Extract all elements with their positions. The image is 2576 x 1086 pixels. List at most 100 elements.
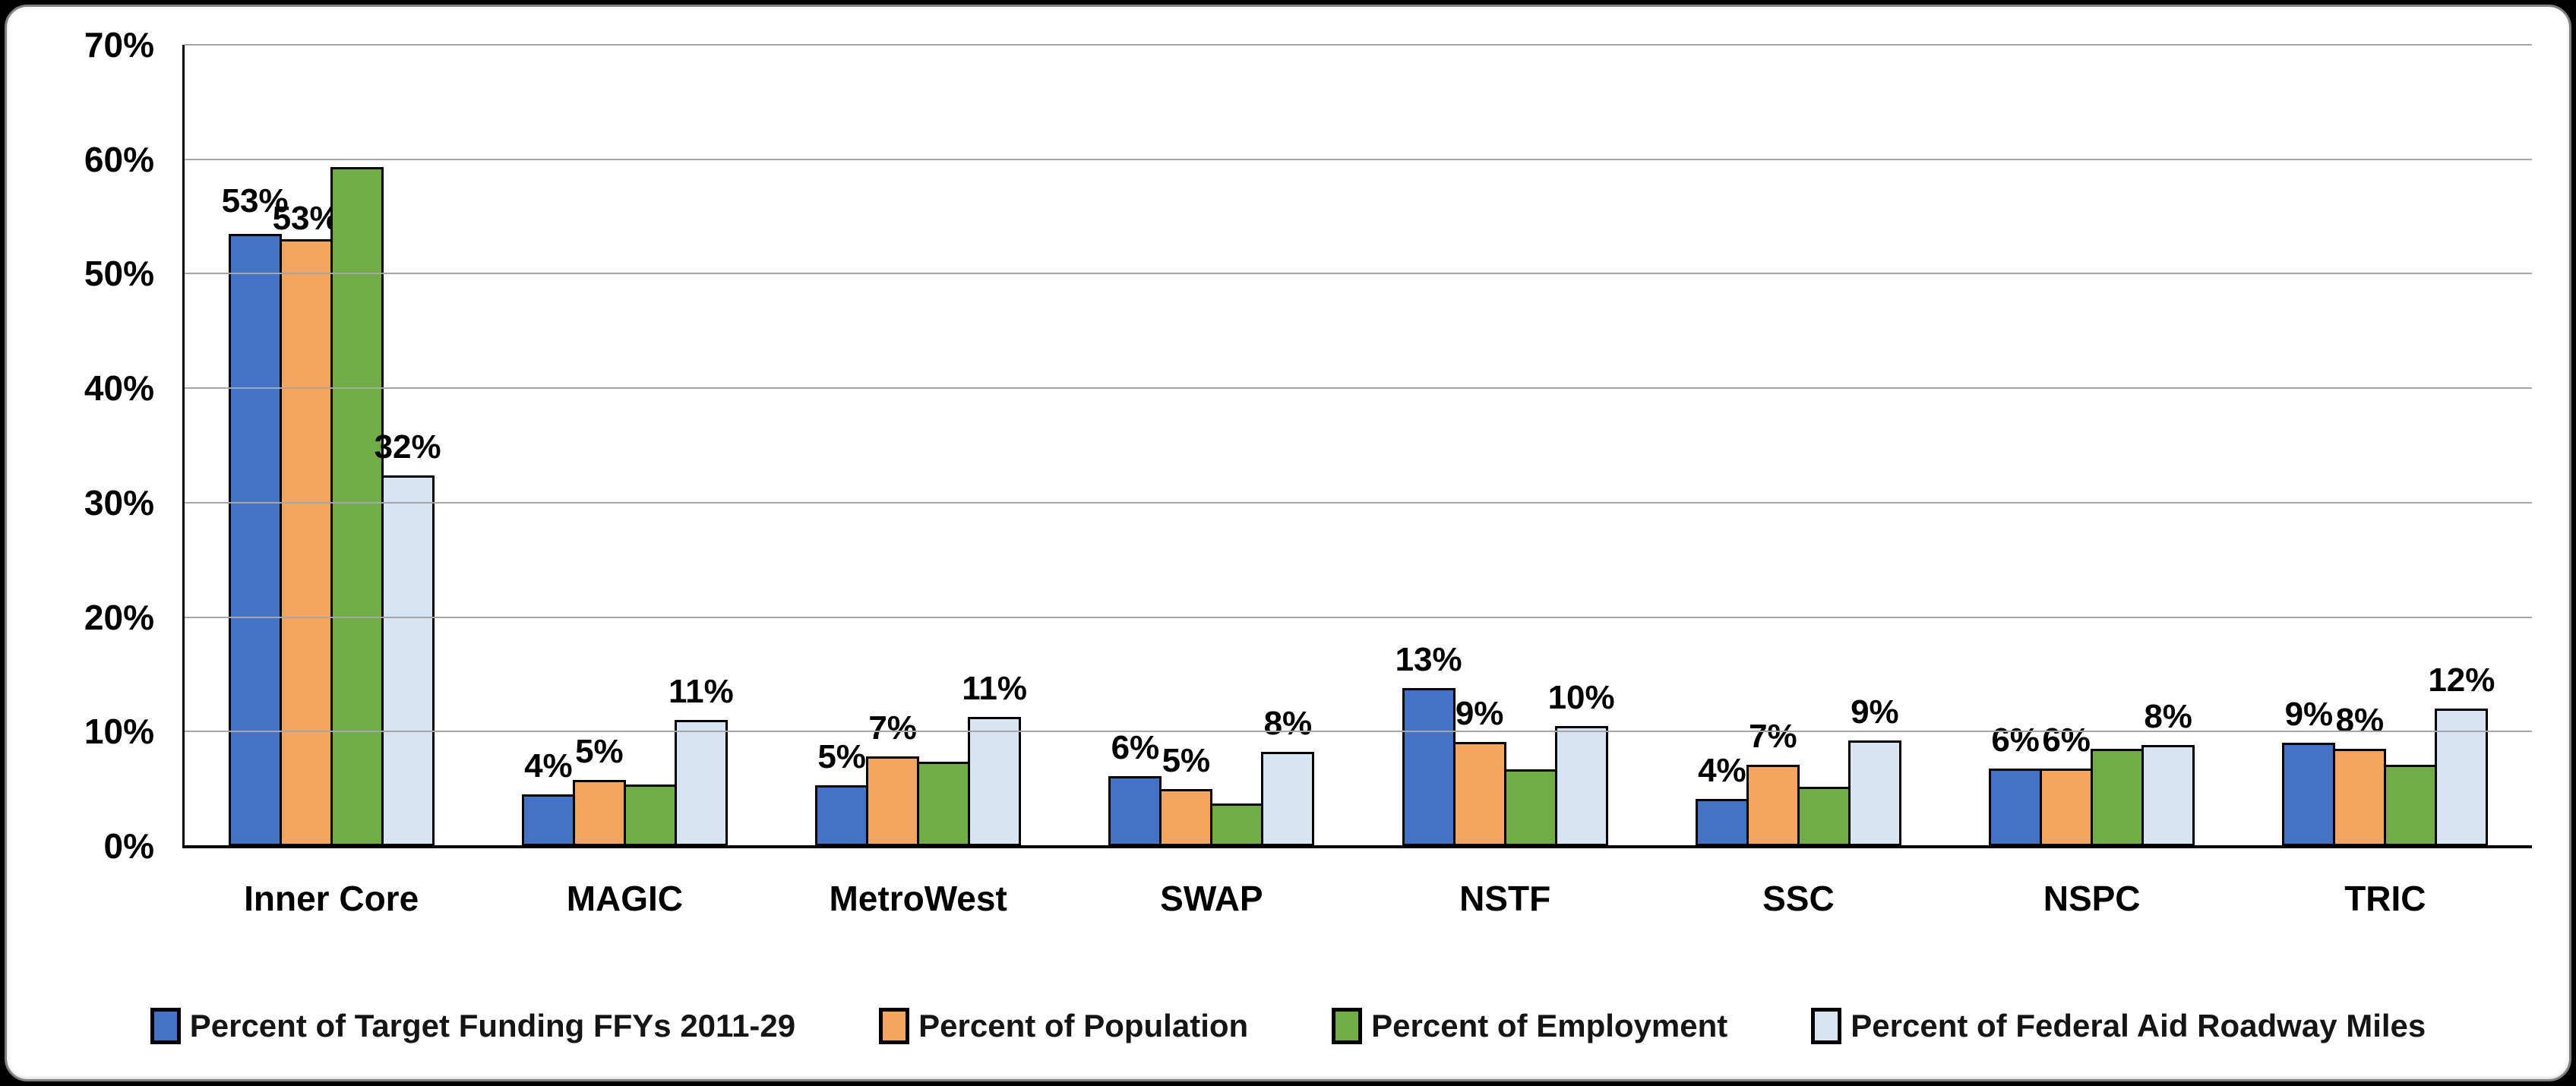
bar: 8%: [2141, 700, 2195, 846]
bar-data-label: 4%: [1698, 752, 1746, 790]
y-axis-tick-label: 60%: [84, 139, 154, 179]
legend-item: Percent of Target Funding FFYs 2011-29: [150, 1008, 795, 1044]
bar-data-label: 8%: [2144, 698, 2192, 736]
gridline-60%: [185, 158, 2532, 160]
y-axis-line: [182, 45, 185, 846]
y-axis-tick-label: 70%: [84, 25, 154, 65]
bar: 32%: [375, 430, 441, 846]
category-label: NSPC: [2043, 879, 2141, 918]
bar-data-label: 12%: [2428, 661, 2495, 699]
bar: 5%: [815, 740, 869, 846]
bar-data-label: 6%: [1111, 729, 1160, 767]
bar: 11%: [668, 675, 734, 846]
bar: 11%: [962, 671, 1027, 846]
bar-data-label: 11%: [962, 669, 1027, 707]
bar: [330, 167, 384, 846]
bar-data-label: 8%: [2335, 701, 2385, 739]
gridline-50%: [185, 273, 2532, 275]
gridline-20%: [185, 616, 2532, 618]
legend-swatch-icon: [1332, 1008, 1363, 1044]
bar-data-label: 7%: [1749, 718, 1797, 756]
category-label: SWAP: [1160, 879, 1263, 918]
category-label: MAGIC: [566, 879, 684, 918]
bar: 53%: [222, 184, 289, 846]
bar: 10%: [1548, 680, 1615, 846]
bar: 12%: [2428, 664, 2495, 846]
y-axis-tick-label: 50%: [84, 254, 154, 294]
bar-data-label: 11%: [668, 673, 734, 711]
y-axis-tick-label: 10%: [84, 712, 154, 752]
category-label: SSC: [1762, 879, 1835, 918]
bar: [1797, 786, 1851, 846]
bar: 9%: [1452, 696, 1506, 846]
bar: 7%: [866, 712, 920, 846]
y-axis-tick-label: 30%: [84, 482, 154, 522]
bar: 4%: [521, 750, 575, 846]
bar: 6%: [1108, 731, 1162, 846]
bar: [2091, 748, 2145, 846]
bar-data-label: 6%: [2042, 721, 2091, 759]
category-label: TRIC: [2344, 879, 2426, 918]
bar-group-SWAP: 6% 5% 8% SWAP: [1065, 45, 1358, 918]
bar-group-SSC: 4% 7% 9% SSC: [1651, 45, 1945, 918]
bar-data-label: 9%: [1851, 693, 1899, 731]
bar-data-label: 10%: [1547, 678, 1615, 716]
bar: 6%: [1989, 723, 2043, 846]
legend-label: Percent of Employment: [1371, 1008, 1728, 1043]
bar: 5%: [572, 734, 626, 846]
bar-data-label: 4%: [524, 747, 573, 785]
bar-data-label: 6%: [1991, 721, 2040, 759]
category-label: MetroWest: [829, 879, 1007, 918]
bar: 13%: [1395, 643, 1462, 846]
bar-group-TRIC: 9% 8% 12% TRIC: [2239, 45, 2532, 918]
bar: 8%: [2333, 703, 2387, 846]
category-label: Inner Core: [244, 879, 419, 918]
legend: Percent of Target Funding FFYs 2011-29 Pe…: [7, 1008, 2569, 1044]
gridline-40%: [185, 387, 2532, 390]
bar: 9%: [1847, 696, 1901, 846]
bar: 5%: [1159, 743, 1213, 846]
legend-item: Percent of Population: [879, 1008, 1248, 1044]
bar-data-label: 8%: [1263, 705, 1313, 743]
chart-card: 53% 53% 32% Inner Core 4% 5% 11% MAGIC 5% 7% 11% Me…: [5, 5, 2571, 1081]
bar-data-label: 9%: [1455, 694, 1504, 732]
bar-group-NSPC: 6% 6% 8% NSPC: [1945, 45, 2239, 918]
bar: 53%: [273, 202, 340, 846]
legend-swatch-icon: [1811, 1008, 1842, 1044]
bar-group-Inner Core: 53% 53% 32% Inner Core: [185, 45, 478, 918]
bar-data-label: 53%: [221, 182, 289, 219]
bar-group-MetroWest: 5% 7% 11% MetroWest: [772, 45, 1065, 918]
bar-group-MAGIC: 4% 5% 11% MAGIC: [478, 45, 771, 918]
bar: 7%: [1746, 720, 1800, 846]
category-label: NSTF: [1459, 879, 1551, 918]
bar-data-label: 32%: [374, 428, 441, 466]
bar-data-label: 5%: [817, 738, 866, 776]
bar: 9%: [2282, 698, 2336, 846]
legend-item: Percent of Employment: [1332, 1008, 1727, 1044]
y-axis-tick-label: 0%: [103, 826, 154, 866]
bar-data-label: 13%: [1395, 641, 1462, 679]
legend-label: Percent of Federal Aid Roadway Miles: [1851, 1008, 2426, 1043]
bar: [917, 761, 971, 846]
bar: [623, 784, 677, 846]
gridline-70%: [185, 44, 2532, 46]
bar-data-label: 53%: [272, 200, 340, 238]
y-axis-tick-label: 40%: [84, 368, 154, 409]
gridline-30%: [185, 501, 2532, 504]
bar-data-label: 9%: [2284, 696, 2334, 734]
bar: [1210, 803, 1264, 846]
gridline-10%: [185, 731, 2532, 733]
y-axis-tick-label: 20%: [84, 597, 154, 637]
bar-group-NSTF: 13% 9% 10% NSTF: [1358, 45, 1651, 918]
legend-swatch-icon: [150, 1008, 181, 1044]
bar-data-label: 5%: [575, 732, 624, 770]
bar-groups: 53% 53% 32% Inner Core 4% 5% 11% MAGIC 5% 7% 11% Me…: [185, 45, 2532, 918]
bar-data-label: 7%: [868, 709, 917, 747]
legend-swatch-icon: [879, 1008, 910, 1044]
bar: [2384, 765, 2438, 846]
bar: 6%: [2040, 723, 2094, 846]
bar: [1503, 769, 1557, 846]
bar: 8%: [1261, 707, 1315, 846]
legend-label: Percent of Target Funding FFYs 2011-29: [189, 1008, 796, 1043]
